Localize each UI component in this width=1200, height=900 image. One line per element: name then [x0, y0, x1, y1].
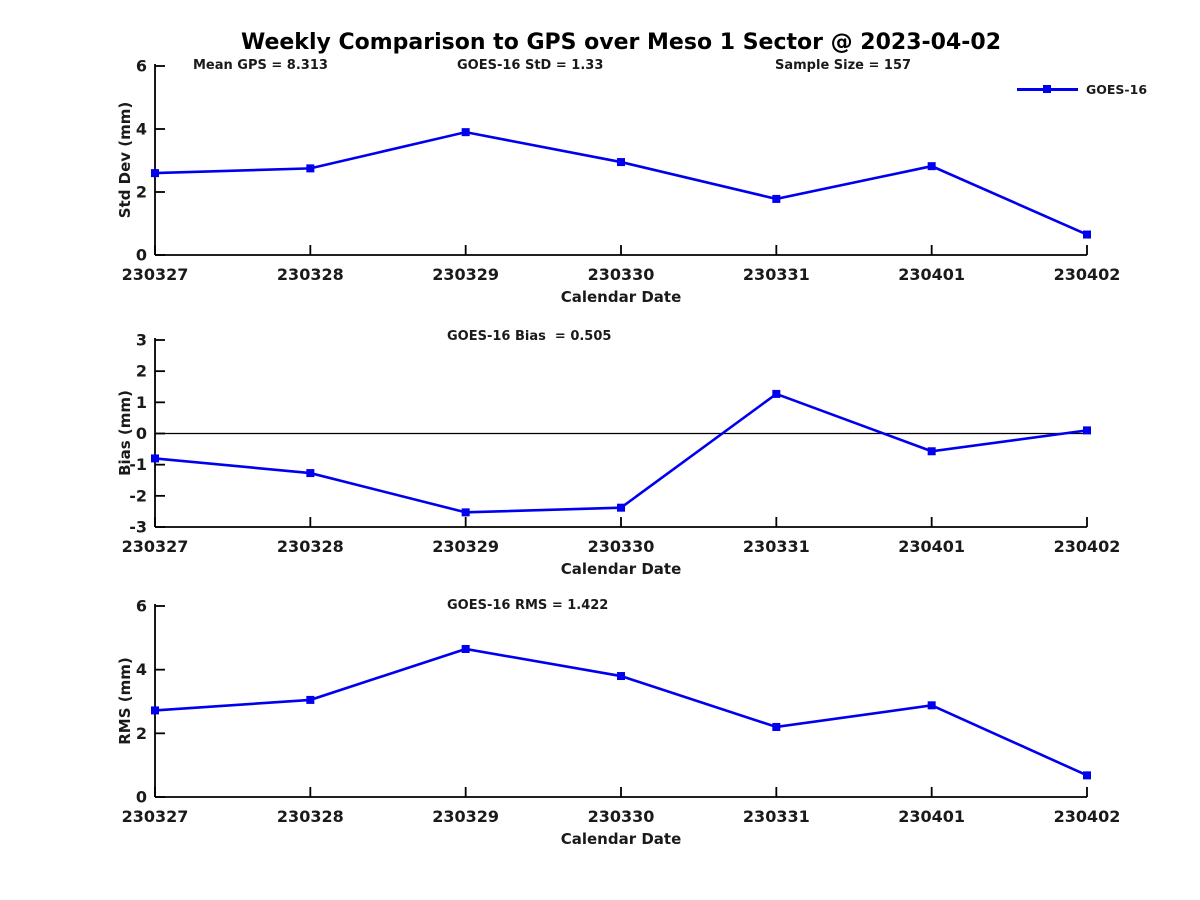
y-axis-label-stddev: Std Dev (mm)	[116, 101, 134, 219]
figure-title: Weekly Comparison to GPS over Meso 1 Sec…	[240, 30, 1002, 55]
x-tick-label: 230327	[122, 807, 189, 826]
x-tick-label: 230329	[432, 807, 499, 826]
y-tick-label: 2	[136, 362, 147, 381]
y-tick-label: 4	[136, 660, 147, 679]
x-tick-label: 230328	[277, 265, 344, 284]
data-point-marker	[306, 164, 315, 173]
x-tick-label: 230330	[588, 265, 655, 284]
y-tick-label: -1	[129, 455, 147, 474]
data-point-marker	[1083, 771, 1091, 780]
data-point-marker	[151, 169, 159, 178]
annotation-mean-gps: Mean GPS = 8.313	[193, 58, 328, 73]
data-point-marker	[1083, 426, 1091, 435]
x-axis-label-chart1: Calendar Date	[560, 288, 682, 306]
data-point-marker	[772, 722, 781, 731]
annotation-goes16-rms: GOES-16 RMS = 1.422	[447, 598, 609, 613]
data-point-marker	[927, 447, 936, 456]
data-line	[154, 392, 1088, 514]
data-line	[154, 647, 1088, 777]
annotation-goes16-bias: GOES-16 Bias = 0.505	[447, 329, 612, 344]
data-point-marker	[927, 701, 936, 710]
y-tick-label: 6	[136, 57, 147, 76]
y-tick-label: 3	[136, 331, 147, 350]
x-tick-label: 230331	[743, 537, 810, 556]
y-tick-label: 0	[136, 246, 147, 265]
y-axis-label-rms: RMS (mm)	[116, 657, 134, 745]
x-tick-label: 230328	[277, 537, 344, 556]
data-point-marker	[461, 644, 470, 653]
y-tick-label: -3	[129, 518, 147, 537]
y-axis-label-bias: Bias (mm)	[116, 390, 134, 476]
y-tick-label: 2	[136, 183, 147, 202]
x-tick-label: 230401	[898, 537, 965, 556]
y-tick-label: 1	[136, 393, 147, 412]
data-point-marker	[151, 706, 159, 715]
x-tick-label: 230401	[898, 265, 965, 284]
x-tick-label: 230330	[588, 537, 655, 556]
x-tick-label: 230329	[432, 265, 499, 284]
annotation-sample-size: Sample Size = 157	[775, 58, 912, 73]
x-tick-label: 230329	[432, 537, 499, 556]
annotation-goes16-std: GOES-16 StD = 1.33	[457, 58, 604, 73]
x-tick-label: 230402	[1054, 807, 1121, 826]
x-tick-label: 230328	[277, 807, 344, 826]
data-point-marker	[306, 695, 315, 704]
x-tick-label: 230331	[743, 807, 810, 826]
y-tick-label: 2	[136, 724, 147, 743]
data-point-marker	[306, 469, 315, 478]
data-point-marker	[772, 389, 781, 398]
x-axis-label-chart3: Calendar Date	[560, 830, 682, 848]
data-point-marker	[461, 128, 470, 137]
x-tick-label: 230327	[122, 537, 189, 556]
legend-line-sample-icon	[1017, 85, 1078, 94]
legend-series-label: GOES-16	[1086, 81, 1148, 97]
y-tick-label: -2	[129, 486, 147, 505]
data-point-marker	[772, 194, 781, 203]
y-tick-label: 4	[136, 120, 147, 139]
legend: GOES-16	[1017, 81, 1148, 97]
y-tick-label: 6	[136, 597, 147, 616]
x-axis-label-chart2: Calendar Date	[560, 560, 682, 578]
data-point-marker	[927, 162, 936, 171]
data-point-marker	[617, 672, 625, 681]
x-tick-label: 230330	[588, 807, 655, 826]
data-point-marker	[617, 503, 625, 512]
x-tick-label: 230327	[122, 265, 189, 284]
x-tick-label: 230331	[743, 265, 810, 284]
data-point-marker	[151, 454, 159, 463]
x-tick-label: 230402	[1054, 265, 1121, 284]
data-point-marker	[461, 508, 470, 517]
x-tick-label: 230402	[1054, 537, 1121, 556]
data-point-marker	[1083, 230, 1091, 239]
y-tick-label: 0	[136, 788, 147, 807]
data-line	[154, 130, 1088, 236]
legend-square-marker-icon	[1043, 85, 1051, 93]
y-tick-label: 0	[136, 424, 147, 443]
data-point-marker	[617, 158, 625, 167]
x-tick-label: 230401	[898, 807, 965, 826]
